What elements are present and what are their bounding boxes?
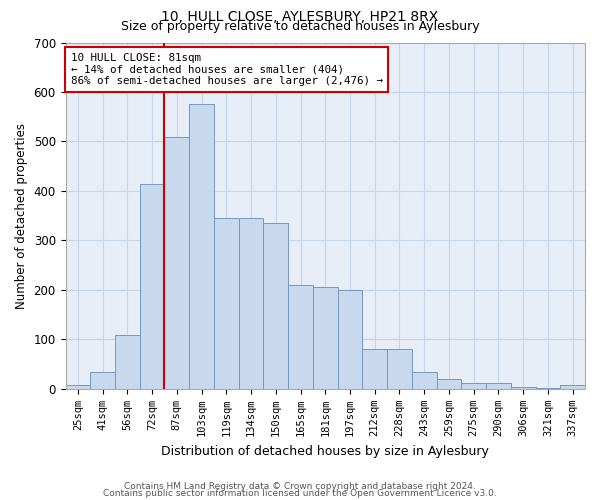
- Bar: [387, 350, 412, 389]
- Text: Contains HM Land Registry data © Crown copyright and database right 2024.: Contains HM Land Registry data © Crown c…: [124, 482, 476, 491]
- Bar: [313, 288, 338, 389]
- Text: 10, HULL CLOSE, AYLESBURY, HP21 8RX: 10, HULL CLOSE, AYLESBURY, HP21 8RX: [161, 10, 439, 24]
- Bar: [189, 104, 214, 389]
- Bar: [90, 372, 115, 389]
- Bar: [115, 334, 140, 389]
- Bar: [214, 218, 239, 389]
- Bar: [65, 385, 90, 389]
- Bar: [560, 386, 585, 389]
- Bar: [437, 379, 461, 389]
- X-axis label: Distribution of detached houses by size in Aylesbury: Distribution of detached houses by size …: [161, 444, 489, 458]
- Text: Contains public sector information licensed under the Open Government Licence v3: Contains public sector information licen…: [103, 489, 497, 498]
- Bar: [511, 387, 536, 389]
- Bar: [140, 184, 164, 389]
- Bar: [288, 285, 313, 389]
- Bar: [486, 383, 511, 389]
- Bar: [338, 290, 362, 389]
- Bar: [412, 372, 437, 389]
- Text: Size of property relative to detached houses in Aylesbury: Size of property relative to detached ho…: [121, 20, 479, 33]
- Bar: [239, 218, 263, 389]
- Bar: [263, 223, 288, 389]
- Bar: [362, 350, 387, 389]
- Bar: [164, 136, 189, 389]
- Text: 10 HULL CLOSE: 81sqm
← 14% of detached houses are smaller (404)
86% of semi-deta: 10 HULL CLOSE: 81sqm ← 14% of detached h…: [71, 53, 383, 86]
- Y-axis label: Number of detached properties: Number of detached properties: [15, 122, 28, 308]
- Bar: [461, 383, 486, 389]
- Bar: [536, 388, 560, 389]
